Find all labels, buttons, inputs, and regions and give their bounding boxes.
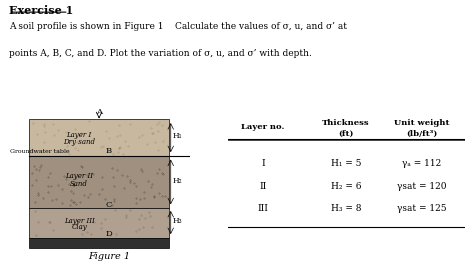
Text: Figure 1: Figure 1 (88, 252, 130, 261)
Text: (lb/ft³): (lb/ft³) (406, 130, 438, 138)
Text: H₃ = 8: H₃ = 8 (331, 205, 361, 214)
Text: A: A (96, 108, 102, 116)
Text: Layer I: Layer I (66, 131, 92, 139)
Text: points A, B, C, and D. Plot the variation of σ, u, and σ’ with depth.: points A, B, C, and D. Plot the variatio… (9, 48, 312, 57)
Text: II: II (259, 182, 267, 191)
Text: γₐ = 112: γₐ = 112 (402, 159, 441, 168)
Text: Layer III: Layer III (64, 217, 94, 225)
Text: H₁: H₁ (173, 132, 182, 140)
Bar (29, 119, 169, 156)
Text: (ft): (ft) (338, 130, 354, 138)
Text: H₂: H₂ (173, 177, 182, 185)
Text: C: C (105, 201, 111, 209)
Text: Layer no.: Layer no. (241, 123, 285, 131)
Bar (29, 238, 169, 248)
Text: γsat = 125: γsat = 125 (397, 205, 447, 214)
Text: D: D (105, 230, 112, 238)
Text: H₂ = 6: H₂ = 6 (331, 182, 361, 191)
Text: B: B (105, 147, 111, 155)
Text: A soil profile is shown in Figure 1    Calculate the values of σ, u, and σ’ at: A soil profile is shown in Figure 1 Calc… (9, 22, 347, 31)
Text: Dry sand: Dry sand (63, 138, 95, 146)
Text: Thickness: Thickness (322, 119, 370, 127)
Text: Groundwater table: Groundwater table (10, 149, 70, 154)
Text: Clay: Clay (71, 223, 87, 231)
Text: Layer II: Layer II (65, 172, 93, 180)
Text: H₃: H₃ (173, 217, 182, 225)
Text: H₁ = 5: H₁ = 5 (331, 159, 361, 168)
Text: Sand: Sand (70, 180, 88, 188)
Text: Unit weight: Unit weight (394, 119, 450, 127)
Text: III: III (258, 205, 268, 214)
Bar (29, 156, 169, 208)
Text: Exercise 1: Exercise 1 (9, 5, 74, 16)
Text: I: I (261, 159, 265, 168)
Text: γsat = 120: γsat = 120 (397, 182, 447, 191)
Bar (29, 208, 169, 238)
